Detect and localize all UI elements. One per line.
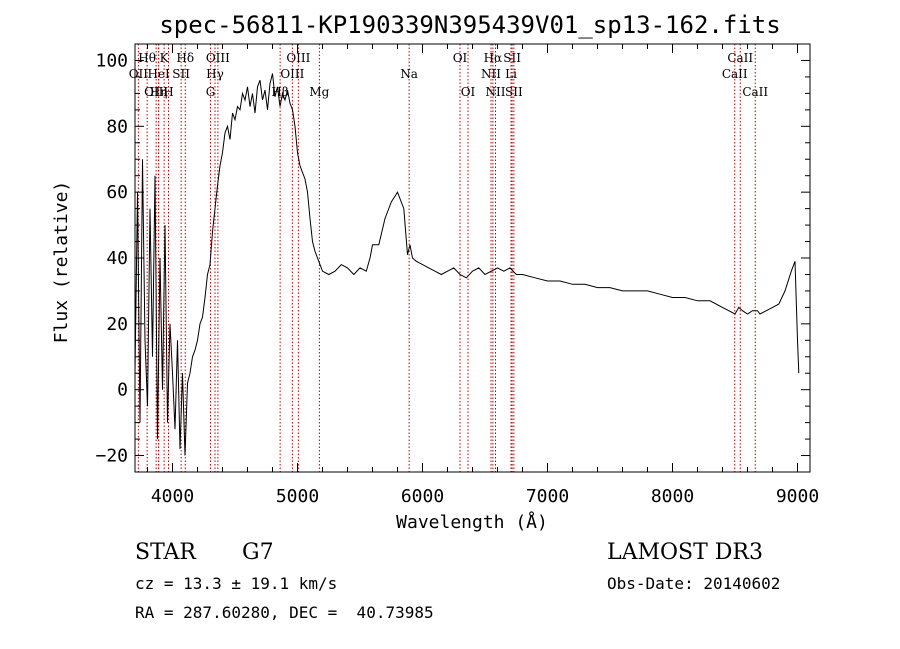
line-label: G (206, 85, 216, 99)
line-label: OIII (144, 85, 168, 99)
line-label: SII (503, 51, 521, 65)
line-label: HeI (147, 67, 170, 81)
x-tick-label: 6000 (401, 486, 444, 507)
x-tick-label: 9000 (776, 486, 819, 507)
x-tick-label: 8000 (651, 486, 694, 507)
line-label: NII (486, 85, 506, 99)
line-label: Hγ (206, 67, 224, 81)
y-tick-label: 40 (106, 248, 128, 269)
y-tick-label: 100 (95, 50, 128, 71)
line-label: Hα (484, 51, 503, 65)
line-label: OIII (280, 67, 304, 81)
line-label: SII (172, 67, 190, 81)
y-tick-label: 80 (106, 116, 128, 137)
x-tick-label: 7000 (526, 486, 569, 507)
object-subclass: G7 (242, 540, 274, 565)
line-label: CaII (727, 51, 753, 65)
x-tick-label: 4000 (151, 486, 194, 507)
emission-line-markers (137, 44, 756, 472)
line-label: Hδ (176, 51, 194, 65)
line-label: OI (453, 51, 468, 65)
x-axis-label: Wavelength (Å) (396, 511, 548, 533)
line-label: H (163, 85, 173, 99)
x-axis-ticks: 4000 5000 6000 7000 8000 9000 (147, 44, 819, 507)
y-tick-label: 20 (106, 314, 128, 335)
line-label: OI (461, 85, 476, 99)
survey-name: LAMOST DR3 (607, 540, 763, 565)
chart-title: spec-56811-KP190339N395439V01_sp13-162.f… (159, 11, 780, 39)
y-axis-label: Flux (relative) (51, 181, 72, 344)
line-label: Mg (309, 85, 329, 99)
line-label: Na (400, 67, 418, 81)
line-label: Hη (150, 85, 168, 99)
y-axis-ticks: −20 0 20 40 60 80 100 (95, 50, 810, 467)
plot-frame (134, 43, 811, 473)
line-label: SII (505, 85, 523, 99)
line-label: CaII (722, 67, 748, 81)
spectrum-line (134, 73, 800, 456)
redshift-value: cz = 13.3 ± 19.1 km/s (135, 574, 338, 593)
line-label: Hθ (138, 51, 156, 65)
line-label: OII (129, 67, 149, 81)
coordinates: RA = 287.60280, DEC = 40.73985 (135, 603, 434, 622)
observation-date: Obs-Date: 20140602 (607, 574, 781, 593)
line-label: CaII (742, 85, 768, 99)
line-label: NII (481, 67, 501, 81)
line-label: Li (505, 67, 517, 81)
object-class: STAR (135, 540, 196, 565)
y-tick-label: 60 (106, 182, 128, 203)
y-tick-label: −20 (95, 446, 128, 467)
line-label: K (160, 51, 170, 65)
x-tick-label: 5000 (276, 486, 319, 507)
line-label: OIII (206, 51, 230, 65)
y-tick-label: 0 (117, 380, 128, 401)
line-label: OIII (286, 51, 310, 65)
